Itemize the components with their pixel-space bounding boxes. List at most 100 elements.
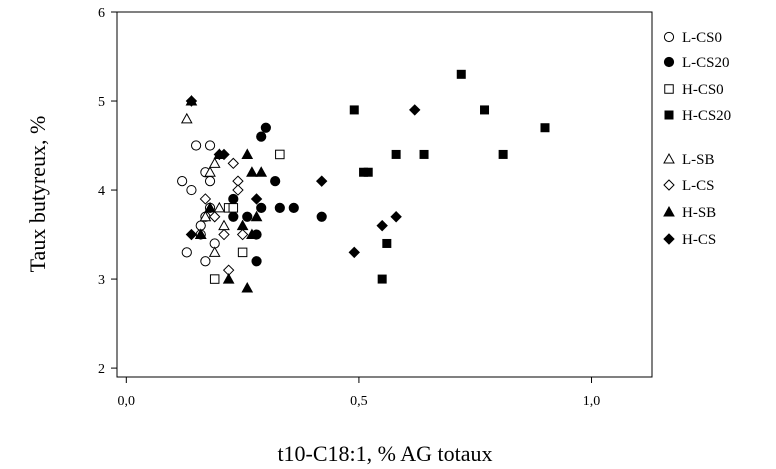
data-point — [218, 219, 230, 231]
data-point — [218, 228, 230, 241]
data-point — [498, 149, 508, 159]
data-point — [180, 112, 193, 124]
y-tick-label: 6 — [98, 6, 105, 21]
data-point — [236, 219, 249, 231]
data-point — [204, 176, 216, 187]
series-h-cs — [185, 95, 421, 259]
data-point — [200, 256, 211, 267]
data-point — [288, 202, 299, 213]
legend-label: L-SB — [682, 152, 715, 168]
data-point — [348, 246, 360, 259]
data-point — [194, 228, 207, 240]
legend-label: H-CS — [682, 232, 716, 248]
legend-marker — [663, 233, 675, 245]
data-point — [409, 104, 421, 116]
legend-label: H-CS20 — [682, 108, 731, 124]
data-point — [204, 140, 216, 151]
data-point — [209, 274, 220, 284]
data-point — [363, 167, 373, 177]
data-point — [349, 105, 359, 115]
legend: L-CS0 L-CS20 H-CS0 H-CS20 L-SB L-CS H-SB H-CS — [663, 30, 731, 248]
legend-label: L-CS — [682, 178, 715, 194]
data-point — [242, 211, 253, 222]
x-tick-label: 0,5 — [350, 394, 368, 409]
data-point — [376, 219, 388, 232]
data-point — [270, 176, 281, 187]
data-point — [228, 203, 239, 213]
y-axis-title: Taux butyreux, % — [25, 116, 50, 273]
data-point — [181, 247, 192, 258]
series-l-cs20 — [228, 122, 327, 267]
y-tick-label: 4 — [98, 184, 105, 199]
data-point — [241, 148, 254, 159]
y-tick-label: 2 — [98, 362, 105, 377]
data-point — [222, 273, 235, 284]
legend-label: H-CS0 — [682, 82, 724, 98]
legend-label: L-CS20 — [682, 55, 730, 71]
data-point — [190, 140, 202, 151]
x-tick-label: 0,0 — [118, 394, 136, 409]
data-point — [237, 247, 248, 258]
data-point — [382, 238, 392, 248]
data-point — [315, 175, 328, 187]
legend-marker — [663, 205, 675, 217]
data-point — [232, 184, 244, 196]
data-point — [480, 105, 490, 115]
data-point — [250, 193, 263, 205]
legend-marker — [663, 56, 675, 68]
data-point — [177, 176, 188, 187]
data-point — [199, 210, 212, 222]
legend-marker — [664, 84, 674, 94]
y-tick-label: 3 — [98, 273, 105, 288]
legend-marker — [663, 152, 675, 164]
data-point — [456, 69, 466, 79]
series-l-cs — [199, 157, 249, 276]
legend-marker — [663, 31, 675, 43]
data-points — [177, 69, 550, 293]
x-tick-label: 1,0 — [583, 394, 601, 409]
series-h-cs0 — [209, 149, 285, 284]
series-l-cs0 — [177, 140, 220, 267]
data-point — [185, 95, 198, 107]
data-point — [208, 246, 221, 257]
data-point — [251, 256, 262, 267]
data-point — [255, 166, 268, 177]
data-point — [260, 122, 271, 133]
data-point — [236, 228, 249, 241]
data-point — [419, 149, 429, 159]
x-axis-title: t10-C18:1, % AG totaux — [277, 441, 492, 466]
data-point — [391, 149, 401, 159]
data-point — [390, 211, 402, 223]
data-point — [208, 211, 221, 223]
data-point — [377, 274, 387, 284]
data-point — [274, 202, 285, 213]
series-h-cs20 — [349, 69, 550, 284]
data-point — [213, 201, 226, 213]
y-axis-ticks: 2 3 4 5 6 — [98, 6, 117, 377]
data-point — [246, 166, 258, 177]
data-point — [199, 193, 212, 205]
data-point — [316, 211, 327, 222]
data-point — [228, 211, 239, 222]
data-point — [540, 123, 550, 133]
data-point — [186, 184, 197, 196]
plot-frame — [116, 11, 653, 378]
data-point — [228, 193, 239, 205]
data-point — [218, 148, 230, 161]
y-tick-label: 5 — [98, 95, 105, 110]
data-point — [241, 281, 254, 293]
data-point — [204, 201, 216, 213]
legend-marker — [664, 110, 674, 120]
legend-marker — [663, 179, 675, 191]
legend-label: H-SB — [682, 205, 716, 221]
legend-label: L-CS0 — [682, 30, 722, 46]
data-point — [275, 149, 285, 160]
data-point — [208, 157, 221, 168]
data-point — [246, 228, 258, 240]
data-point — [256, 202, 267, 213]
data-point — [256, 131, 267, 142]
data-point — [227, 157, 240, 170]
data-point — [185, 228, 198, 241]
data-point — [204, 166, 216, 177]
